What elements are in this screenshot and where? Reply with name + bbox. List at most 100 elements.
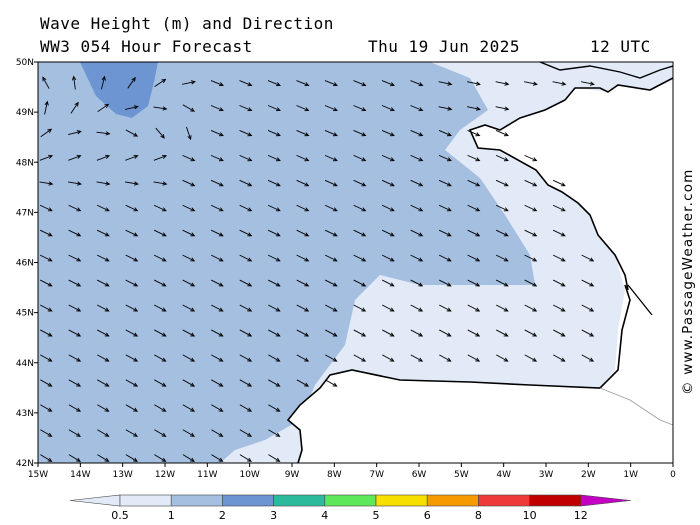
- wave-arrow: [96, 131, 111, 136]
- wave-arrow: [524, 279, 538, 287]
- colorbar-tick-label: 5: [373, 509, 380, 522]
- lon-label: 10W: [239, 470, 259, 480]
- wave-arrow: [155, 127, 165, 139]
- wave-arrow: [467, 130, 481, 137]
- wave-arrow: [553, 329, 566, 337]
- wave-arrow: [125, 429, 138, 437]
- wave-arrow: [325, 379, 338, 387]
- lon-label: 12W: [155, 470, 175, 480]
- wave-arrow: [239, 179, 253, 187]
- wave-arrow: [467, 204, 481, 212]
- lat-label: 48N: [16, 158, 34, 168]
- wave-arrow: [68, 454, 81, 462]
- colorbar-segment: [426, 494, 479, 507]
- wave-arrow: [353, 105, 367, 112]
- wave-arrow: [182, 204, 196, 212]
- wave-arrow: [524, 254, 538, 262]
- wave-arrow: [382, 304, 395, 312]
- wave-arrow: [210, 130, 224, 137]
- wave-arrow: [68, 304, 82, 312]
- wave-arrow: [125, 129, 139, 137]
- wave-arrow: [39, 204, 53, 212]
- colorbar-tick-label: 6: [424, 509, 431, 522]
- wave-direction-arrows: [39, 75, 595, 462]
- wave-arrow: [467, 81, 481, 86]
- wave-arrow: [410, 80, 424, 87]
- wave-arrow: [524, 229, 538, 237]
- wave-arrow: [581, 279, 595, 287]
- wave-arrow: [296, 329, 310, 337]
- wave-arrow: [185, 126, 192, 141]
- wave-arrow: [68, 154, 82, 161]
- wave-arrow: [324, 229, 338, 237]
- wave-arrow: [210, 254, 224, 262]
- wave-arrow: [154, 404, 167, 412]
- land-mass: [288, 62, 673, 463]
- wave-arrow: [40, 354, 53, 362]
- wave-arrow: [581, 81, 595, 86]
- wave-arrow: [239, 454, 252, 462]
- wave-arrow: [239, 354, 253, 362]
- wave-arrow: [182, 104, 196, 112]
- wave-arrow: [496, 354, 509, 362]
- map-axes: 15W 14W 13W 12W 11W 10W 9W 8W 7W 6W 5W 4W 3W 2W 1W 0 50N…: [16, 58, 676, 480]
- wave-arrow: [97, 329, 110, 337]
- wave-arrow: [353, 329, 367, 337]
- lat-label: 43N: [16, 409, 34, 419]
- wave-arrow: [210, 279, 224, 287]
- colorbar-high-cap: [580, 494, 631, 507]
- wave-arrow: [125, 105, 139, 110]
- colorbar-tick-label: 8: [475, 509, 482, 522]
- wave-arrow: [125, 354, 139, 362]
- wave-arrow: [495, 254, 509, 262]
- wave-arrow: [410, 105, 424, 112]
- wave-arrow: [125, 379, 139, 387]
- wave-arrow: [239, 229, 253, 237]
- wave-arrow: [40, 329, 53, 337]
- wave-arrow: [96, 181, 111, 186]
- wave-arrow: [44, 100, 49, 115]
- wave-arrow: [296, 254, 310, 262]
- lat-label: 46N: [16, 259, 34, 269]
- wave-arrow: [353, 279, 367, 287]
- wave-arrow: [210, 179, 224, 187]
- wave-arrow: [524, 154, 538, 162]
- wave-arrow: [381, 154, 395, 162]
- wave-arrow: [410, 154, 424, 162]
- wave-arrow: [467, 354, 481, 362]
- wave-arrow: [382, 329, 395, 337]
- wave-arrow: [268, 454, 281, 462]
- wave-arrow: [68, 130, 82, 136]
- wave-arrow: [239, 204, 253, 212]
- forecast-date: Thu 19 Jun 2025: [368, 37, 520, 56]
- wave-arrow: [267, 130, 281, 137]
- wave-arrow: [239, 304, 253, 312]
- lon-label: 3W: [539, 470, 554, 480]
- wave-arrow: [97, 103, 110, 113]
- wave-arrow: [97, 304, 110, 312]
- wave-arrow: [153, 229, 167, 237]
- colorbar-segment: [529, 494, 582, 507]
- wave-arrow: [267, 154, 281, 162]
- lon-label: 0: [670, 470, 676, 480]
- colorbar-tick-label: 10: [523, 509, 537, 522]
- wave-arrow: [210, 105, 224, 112]
- wave-arrow: [211, 404, 224, 412]
- wave-arrow: [71, 75, 77, 90]
- wave-arrow: [153, 154, 168, 161]
- map-title: Wave Height (m) and Direction: [40, 14, 334, 33]
- wave-arrow: [125, 279, 139, 287]
- wave-arrow: [154, 379, 167, 387]
- wave-arrow: [438, 279, 452, 287]
- wave-arrow: [496, 304, 509, 312]
- wave-arrow: [68, 329, 82, 337]
- wave-arrow: [353, 80, 367, 87]
- wave-arrow: [40, 379, 53, 387]
- wave-arrow: [268, 329, 281, 337]
- forecast-time: 12 UTC: [590, 37, 651, 56]
- wave-arrow: [39, 254, 53, 262]
- wave-arrow: [324, 105, 338, 112]
- wave-arrow: [101, 75, 106, 90]
- wave-arrow: [68, 204, 82, 212]
- wave-arrow: [410, 130, 424, 137]
